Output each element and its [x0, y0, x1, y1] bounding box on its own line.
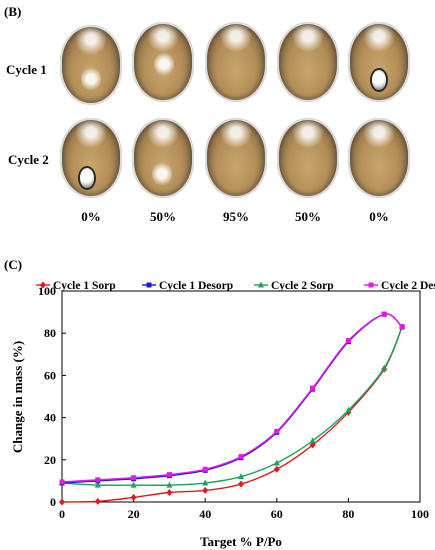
plot-frame	[61, 290, 421, 503]
x-tick-label: 100	[411, 507, 429, 521]
data-point-cycle-2-desorp	[399, 324, 405, 330]
data-point-cycle-1-sorp	[94, 497, 101, 505]
x-axis-label: Target % P/Po	[200, 534, 282, 549]
x-tick-label: 80	[342, 507, 354, 521]
data-point-cycle-2-sorp	[202, 479, 209, 486]
series-line-cycle-1-sorp	[61, 326, 403, 503]
column-label-50pct-desorp: 50%	[295, 209, 321, 224]
sample-photo-cycle1-50pct-desorp	[277, 22, 339, 102]
sample-photo-cycle2-0pct-desorp	[348, 118, 410, 198]
panel-c-label: (C)	[4, 257, 23, 272]
series-cycle-2-desorp	[59, 311, 405, 485]
column-label-50pct: 50%	[150, 209, 176, 224]
data-point-cycle-2-sorp	[345, 406, 352, 413]
y-tick-label: 40	[44, 411, 56, 425]
series-cycle-2-sorp	[59, 323, 406, 488]
row-label-cycle-1: Cycle 1	[6, 62, 47, 77]
data-point-cycle-2-sorp	[166, 481, 173, 488]
legend-label: Cycle 1 Sorp	[53, 280, 116, 292]
data-point-cycle-2-desorp	[166, 472, 172, 478]
sample-photo-cycle2-95pct	[205, 118, 267, 198]
legend-item-cycle-1-sorp: Cycle 1 Sorp	[36, 280, 116, 292]
sample-photo-cycle2-50pct-desorp	[277, 118, 339, 198]
column-label-0pct-desorp: 0%	[369, 209, 389, 224]
y-axis-label: Change in mass (%)	[10, 341, 25, 453]
data-point-cycle-1-sorp	[59, 498, 65, 506]
data-point-cycle-2-desorp	[238, 454, 244, 460]
data-point-cycle-2-sorp	[238, 473, 244, 480]
chart-series	[59, 311, 406, 506]
legend-label: Cycle 2 Sorp	[271, 280, 334, 292]
data-point-cycle-1-sorp	[238, 480, 244, 488]
legend-swatch-marker	[368, 282, 374, 288]
x-tick-label: 40	[199, 507, 211, 521]
data-point-cycle-1-sorp	[202, 486, 209, 494]
y-tick-label: 80	[44, 326, 56, 340]
sample-photo-cycle2-0pct	[60, 118, 122, 198]
sample-photo-cycle2-50pct	[132, 118, 194, 198]
data-point-cycle-2-sorp	[130, 481, 137, 488]
data-point-cycle-2-desorp	[345, 338, 351, 344]
panel-b-label: (B)	[4, 4, 22, 19]
data-point-cycle-2-sorp	[309, 437, 316, 444]
data-point-cycle-2-sorp	[381, 364, 388, 371]
legend-swatch-marker	[40, 281, 46, 289]
data-point-cycle-1-sorp	[166, 489, 173, 497]
data-point-cycle-2-desorp	[274, 428, 280, 434]
series-cycle-1-desorp	[59, 311, 405, 486]
data-point-cycle-2-desorp	[381, 311, 387, 317]
legend-item-cycle-1-desorp: Cycle 1 Desorp	[142, 280, 233, 292]
data-point-cycle-2-desorp	[95, 477, 101, 483]
y-tick-label: 20	[44, 453, 56, 467]
data-point-cycle-2-desorp	[59, 479, 65, 485]
x-tick-label: 60	[271, 507, 283, 521]
column-label-0pct: 0%	[81, 209, 101, 224]
legend-swatch-marker	[258, 281, 264, 288]
sample-photo-cycle1-95pct	[205, 22, 267, 102]
series-line-cycle-1-desorp	[61, 313, 403, 484]
sample-photo-cycle1-50pct	[132, 22, 194, 102]
y-tick-label: 0	[50, 495, 56, 509]
data-point-cycle-1-sorp	[273, 465, 280, 473]
data-point-cycle-2-desorp	[131, 475, 137, 481]
legend-item-cycle-2-sorp: Cycle 2 Sorp	[254, 280, 334, 292]
data-point-cycle-1-sorp	[130, 493, 137, 501]
legend-swatch-marker	[146, 282, 152, 288]
x-tick-label: 20	[128, 507, 140, 521]
data-point-cycle-2-desorp	[310, 385, 316, 391]
legend-label: Cycle 2 Desorp	[381, 280, 435, 292]
x-tick-label: 0	[59, 507, 65, 521]
legend-label: Cycle 1 Desorp	[159, 280, 233, 292]
sample-photo-cycle1-0pct	[60, 25, 122, 105]
data-point-cycle-2-sorp	[273, 459, 280, 466]
data-point-cycle-2-desorp	[202, 466, 208, 472]
row-label-cycle-2: Cycle 2	[8, 152, 49, 167]
sample-photo-cycle1-0pct-desorp	[348, 22, 410, 102]
chart-legend: Cycle 1 Sorp Cycle 1 Desorp Cycle 2 Sorp Cy…	[36, 280, 435, 292]
y-tick-label: 60	[44, 368, 56, 382]
column-label-95pct: 95%	[223, 209, 249, 224]
data-point-cycle-2-sorp	[94, 481, 101, 488]
legend-item-cycle-2-desorp: Cycle 2 Desorp	[364, 280, 435, 292]
